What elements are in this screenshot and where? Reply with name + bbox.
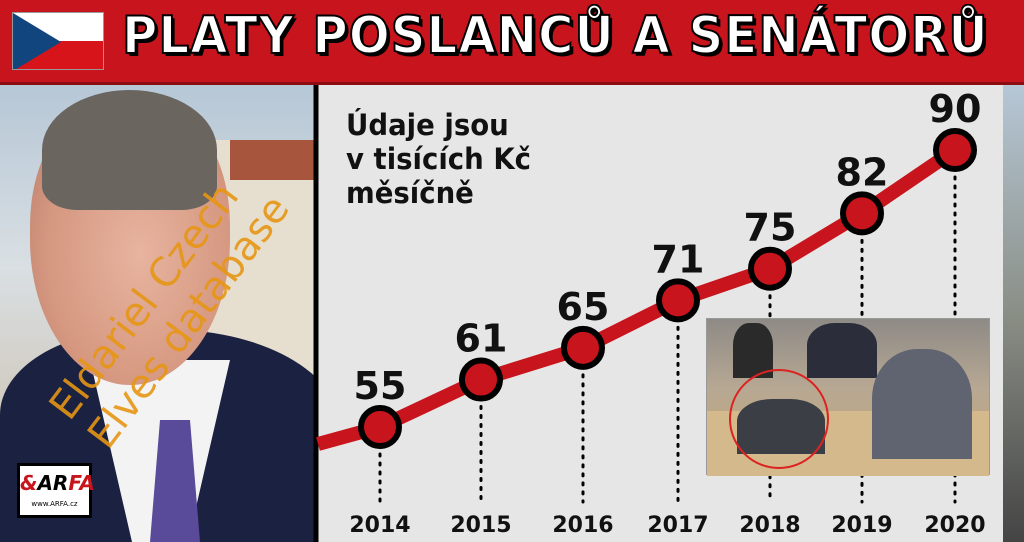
data-label: 75	[744, 206, 797, 250]
arfa-logo: &ARFA www.ARFA.cz	[17, 463, 95, 518]
logo-url: www.ARFA.cz	[31, 500, 78, 508]
data-point	[748, 246, 792, 291]
building-roof	[230, 140, 320, 180]
background-strip	[1003, 85, 1024, 542]
czech-flag-icon	[12, 12, 104, 70]
data-point	[656, 278, 700, 323]
data-label: 82	[836, 150, 889, 194]
data-point	[933, 128, 977, 172]
x-tick-label: 2016	[552, 513, 613, 538]
x-tick-label: 2015	[450, 513, 511, 538]
x-tick-label: 2018	[739, 513, 800, 538]
data-point	[561, 325, 605, 370]
x-tick-label: 2020	[924, 513, 985, 538]
x-tick-label: 2019	[831, 513, 892, 538]
data-point	[459, 357, 503, 402]
chart-note: Údaje jsou v tisících Kč měsíčně	[346, 108, 531, 210]
x-tick-label: 2014	[349, 513, 410, 538]
data-point	[358, 405, 402, 449]
highlight-circle	[729, 369, 829, 469]
data-label: 55	[354, 364, 407, 408]
logo-mark: &ARFA	[20, 471, 95, 495]
x-tick-label: 2017	[647, 513, 708, 538]
header-banner: PLATY POSLANCŮ A SENÁTORŮ	[0, 0, 1024, 85]
data-label: 61	[455, 317, 508, 361]
hair	[42, 90, 217, 210]
data-label: 90	[929, 87, 982, 131]
parliament-inset-photo	[706, 318, 990, 476]
page-title: PLATY POSLANCŮ A SENÁTORŮ	[121, 5, 989, 67]
data-label: 71	[652, 237, 705, 281]
data-label: 65	[557, 285, 610, 329]
data-point	[840, 191, 884, 236]
